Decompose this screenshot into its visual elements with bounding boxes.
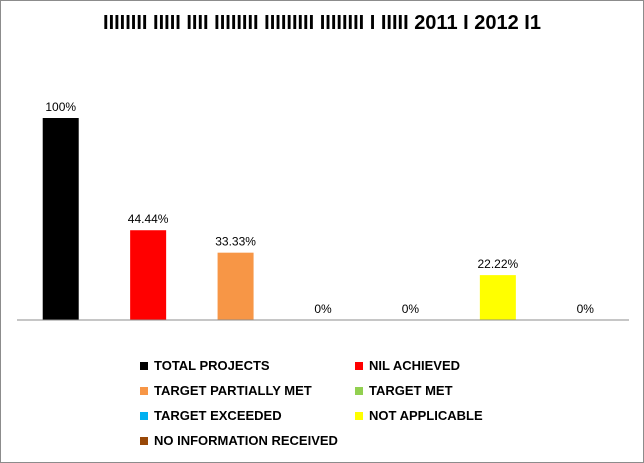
data-label-2: 33.33% [215,235,256,249]
data-label-3: 0% [314,302,332,316]
legend: TOTAL PROJECTS NIL ACHIEVED TARGET PARTIAL… [140,358,540,454]
legend-item-6: NO INFORMATION RECEIVED [140,433,338,448]
bar-0 [42,118,79,320]
legend-label: TOTAL PROJECTS [154,358,270,373]
legend-label: TARGET MET [369,383,453,398]
data-label-0: 100% [45,100,76,114]
legend-swatch [140,436,148,445]
chart-title: IIIIIIII IIIII IIII IIIIIIII IIIIIIIII I… [103,12,541,34]
data-label-1: 44.44% [128,212,169,226]
legend-item-5: NOT APPLICABLE [355,408,483,423]
legend-item-1: NIL ACHIEVED [355,358,460,373]
legend-swatch [355,361,363,370]
legend-swatch [140,386,148,395]
legend-swatch [355,386,363,395]
bar-2 [217,252,254,320]
legend-label: NIL ACHIEVED [369,358,461,373]
legend-swatch [140,361,148,370]
legend-label: TARGET EXCEEDED [154,408,282,423]
bar-5 [479,275,516,320]
legend-item-0: TOTAL PROJECTS [140,358,270,373]
legend-label: TARGET PARTIALLY MET [154,383,312,398]
data-label-4: 0% [402,302,420,316]
legend-item-4: TARGET EXCEEDED [140,408,282,423]
legend-swatch [140,411,148,420]
legend-swatch [355,411,363,420]
data-label-6: 0% [577,302,595,316]
legend-label: NOT APPLICABLE [369,408,483,423]
data-label-5: 22.22% [478,257,519,271]
legend-label: NO INFORMATION RECEIVED [154,433,338,448]
legend-item-2: TARGET PARTIALLY MET [140,383,312,398]
bar-1 [130,230,167,320]
legend-item-3: TARGET MET [355,383,453,398]
